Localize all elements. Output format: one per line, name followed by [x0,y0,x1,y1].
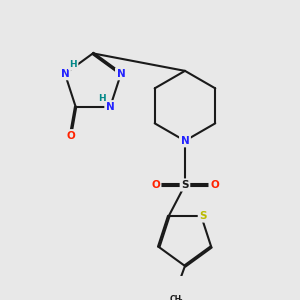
Text: O: O [66,131,75,141]
Text: O: O [210,180,219,190]
Text: CH: CH [169,295,181,300]
Text: S: S [181,180,189,190]
Text: S: S [199,211,207,221]
Text: O: O [151,180,160,190]
Text: N: N [181,136,189,146]
Text: N: N [106,102,115,112]
Text: N: N [117,69,125,79]
Text: N: N [61,69,69,79]
Text: H: H [69,60,77,69]
Text: H: H [98,94,106,103]
Text: 3: 3 [179,298,183,300]
